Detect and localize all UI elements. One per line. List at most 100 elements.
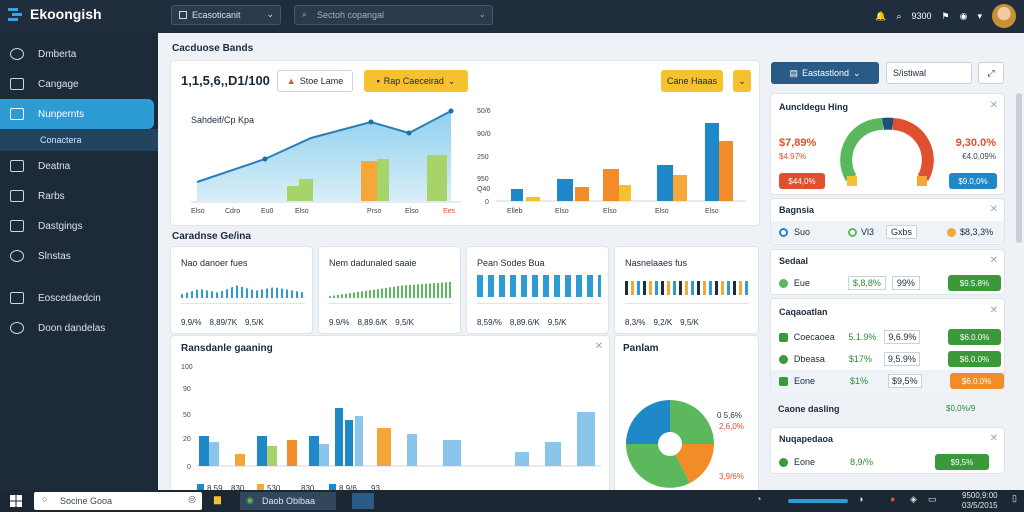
sidebar-item-label: Dmberta bbox=[38, 48, 77, 60]
sidebar-item-label: Doon dandelas bbox=[38, 322, 106, 334]
bar bbox=[705, 123, 719, 201]
stat: 9.9/% bbox=[181, 318, 202, 327]
stat: 8,3/% bbox=[625, 318, 646, 327]
close-icon[interactable]: ✕ bbox=[989, 305, 998, 316]
gauge-right-button[interactable]: $9.0,0% bbox=[949, 173, 997, 189]
row-badge[interactable]: $6.0.0% bbox=[948, 329, 1001, 345]
expand-button[interactable]: ⤢ bbox=[978, 62, 1004, 84]
close-icon[interactable]: ✕ bbox=[989, 255, 998, 266]
network-icon[interactable]: ◔ bbox=[756, 494, 762, 504]
action-button[interactable]: Cane Haaas bbox=[661, 70, 723, 92]
x-tick: Elso bbox=[295, 208, 309, 215]
info-card-title: Nuqapedaoa bbox=[779, 434, 834, 444]
sidebar-item-deatna[interactable]: Deatna bbox=[0, 151, 158, 181]
bar bbox=[199, 436, 209, 466]
search-input[interactable]: ⌕ Sectoh copangal ⌄ bbox=[294, 5, 493, 25]
sparkline-bars bbox=[329, 281, 453, 298]
bar bbox=[235, 454, 245, 466]
info-row: Dbeasa $17% 9,5.9% $6.0.0% bbox=[771, 348, 1001, 370]
mini-card[interactable]: Nem dadunaled saaie 9.9/% 8,89.6/K 9,5/K bbox=[318, 246, 461, 334]
notification-icon[interactable]: 🔔 bbox=[875, 10, 887, 21]
y-tick: Q40 bbox=[477, 186, 490, 193]
gauge-card: Auncldegu Hing ✕ $7,89% $4.97% 9,30.0% €… bbox=[770, 93, 1005, 195]
close-icon[interactable]: ✕ bbox=[989, 204, 998, 215]
sidebar-item-dastgings[interactable]: Dastgings bbox=[0, 211, 158, 241]
sidebar-item-doon-dandelas[interactable]: Doon dandelas bbox=[0, 313, 158, 343]
legend-label: 8,9/6 bbox=[339, 484, 357, 493]
stat: 9,5/K bbox=[680, 318, 699, 327]
scrollbar[interactable] bbox=[1016, 93, 1022, 243]
wifi-icon[interactable]: ◈ bbox=[910, 494, 917, 504]
document-icon bbox=[10, 220, 24, 232]
sidebar-item-rarbs[interactable]: Rarbs bbox=[0, 181, 158, 211]
info-row: Eue $,8,8% 99% $9.5.8% bbox=[771, 272, 1001, 294]
sidebar-item-label: Cangage bbox=[38, 78, 79, 90]
row-badge[interactable]: $9,5% bbox=[935, 454, 990, 470]
bar bbox=[575, 187, 589, 201]
search-icon[interactable]: ⌕ bbox=[896, 10, 902, 21]
pie-chart-title: Panlam bbox=[623, 343, 659, 354]
mini-card[interactable]: Nao danoer fues 9.9/% 8,89/7K 9,5/K bbox=[170, 246, 313, 334]
mini-card[interactable]: Pean Sodes Bua 8,59/% 8,89.6/K 9,5/K bbox=[466, 246, 609, 334]
taskbar-app[interactable]: ◉ Daob Obibaa bbox=[240, 492, 336, 510]
sidebar-item-slnstas[interactable]: Slnstas bbox=[0, 241, 158, 271]
legend-label: 530 bbox=[267, 484, 281, 493]
right-input[interactable]: S/istiwal bbox=[886, 62, 972, 84]
sidebar-subitem-conactera[interactable]: Conactera bbox=[0, 129, 158, 151]
bar bbox=[335, 408, 343, 466]
search-icon: ○ bbox=[42, 494, 48, 504]
row-badge[interactable]: $9.5.8% bbox=[947, 275, 1001, 291]
workspace-select[interactable]: Ecasoticanit ⌄ bbox=[171, 5, 281, 25]
row-badge[interactable]: $6.0.0% bbox=[947, 351, 1001, 367]
y-tick: 0 bbox=[187, 464, 191, 471]
topbar-actions: 🔔 ⌕ 9300 ⚑ ◉ ▾ bbox=[875, 4, 1016, 28]
notification-center-icon[interactable]: ▯ bbox=[1012, 493, 1017, 503]
start-icon[interactable] bbox=[10, 495, 22, 507]
right-select[interactable]: ▤ Eastastlond ⌄ bbox=[771, 62, 879, 84]
help-icon[interactable]: ◉ bbox=[959, 10, 968, 21]
bar bbox=[557, 179, 573, 201]
y-tick: 90 bbox=[183, 386, 191, 393]
taskbar-search[interactable]: ○ Socine Gooa ◎ bbox=[34, 492, 202, 510]
pie-hole bbox=[658, 432, 682, 456]
stat: 9.9/% bbox=[329, 318, 350, 327]
mini-card[interactable]: Nasnelaaes fus 8,3/% 9,2/K 9,5/K bbox=[614, 246, 759, 334]
battery-icon[interactable]: ▭ bbox=[928, 494, 937, 504]
gauge-chart bbox=[840, 117, 934, 186]
info-row: Suo Vl3 Gxbs $8,3,3% bbox=[771, 221, 1004, 243]
window-icon[interactable] bbox=[352, 493, 374, 509]
bar bbox=[257, 436, 267, 466]
volume-slider[interactable] bbox=[788, 499, 848, 503]
alert-icon[interactable]: ● bbox=[890, 494, 896, 504]
filter-button[interactable]: ▲ Stoe Lame bbox=[277, 70, 353, 92]
sidebar-item-dmberta[interactable]: Dmberta bbox=[0, 39, 158, 69]
right-input-value: S/istiwal bbox=[893, 68, 927, 78]
overlay-bar bbox=[299, 179, 313, 201]
close-icon[interactable]: ✕ bbox=[989, 100, 998, 111]
sidebar-item-nunpernts[interactable]: Nunpernts bbox=[0, 99, 154, 129]
user-menu-icon[interactable]: ▾ bbox=[977, 10, 982, 21]
gauge-left-button[interactable]: $44,0% bbox=[779, 173, 825, 189]
clock-readout: 9300 bbox=[911, 11, 932, 21]
stat: 8,59/% bbox=[477, 318, 502, 327]
sound-icon[interactable]: ◑ bbox=[858, 494, 864, 504]
sidebar-item-eoscedaedcin[interactable]: Eoscedaedcin bbox=[0, 283, 158, 313]
line-point bbox=[406, 130, 412, 136]
flag-icon[interactable]: ⚑ bbox=[941, 10, 950, 21]
folder-icon[interactable]: ▆ bbox=[214, 494, 221, 504]
app-logo[interactable]: Ekoongish bbox=[8, 6, 102, 22]
y-tick: 20 bbox=[183, 436, 191, 443]
row-label: Dbeasa bbox=[793, 354, 825, 364]
avatar[interactable] bbox=[992, 4, 1016, 28]
more-button[interactable]: ⌄ bbox=[733, 70, 751, 92]
sidebar-item-cangage[interactable]: Cangage bbox=[0, 69, 158, 99]
close-icon[interactable]: ✕ bbox=[989, 433, 998, 444]
bar-chart-title: Ransdanle gaaning bbox=[181, 343, 273, 354]
bar bbox=[345, 420, 353, 466]
stat: 9,5/K bbox=[395, 318, 414, 327]
overview-card: 1,1,5,6,,D1/100 ▲ Stoe Lame ▪ Rap Caeceira… bbox=[170, 60, 760, 226]
row-badge[interactable]: $6.0.0% bbox=[949, 373, 1004, 389]
x-tick: Elso bbox=[405, 208, 419, 215]
close-icon[interactable]: ✕ bbox=[594, 341, 603, 352]
period-dropdown[interactable]: ▪ Rap Caeceirad ⌄ bbox=[364, 70, 468, 92]
